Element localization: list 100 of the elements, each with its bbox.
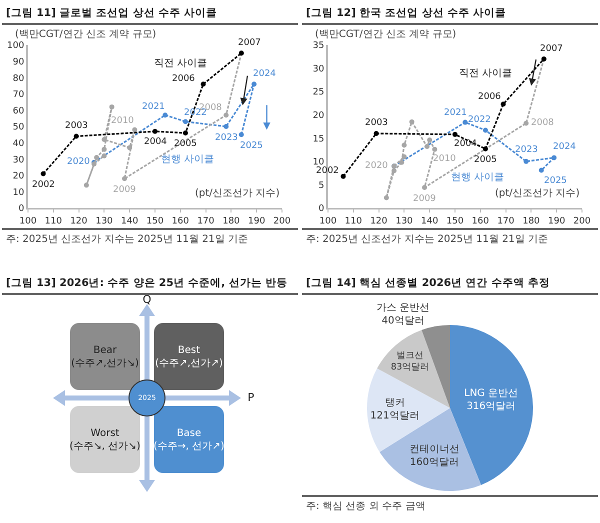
x-tick-label: 190 bbox=[248, 216, 266, 226]
annotation: 2023 bbox=[215, 133, 238, 143]
point bbox=[409, 119, 414, 124]
text: [그림 13] 2026년: 수주 양은 25년 수준에, 선가는 반등 bbox=[6, 277, 288, 289]
x-tick-label: 140 bbox=[421, 216, 438, 226]
slice-label: 벌크선 bbox=[396, 351, 424, 362]
x-tick-label: 110 bbox=[44, 216, 62, 226]
point bbox=[200, 82, 206, 87]
data-label: 160억달러 bbox=[410, 457, 459, 468]
x-tick-label: 180 bbox=[222, 216, 240, 226]
annotation: 2008 bbox=[531, 118, 554, 128]
y-tick-label: 10 bbox=[12, 188, 24, 198]
pie-slice bbox=[377, 330, 450, 408]
series-label: 직전 사이클 bbox=[459, 68, 512, 79]
y-tick-label: 70 bbox=[12, 90, 24, 100]
point bbox=[432, 146, 438, 152]
category-label: Worst (수주↘, 선가↘) bbox=[70, 428, 141, 452]
x-tick-label: 160 bbox=[472, 216, 490, 226]
point bbox=[500, 102, 506, 107]
point bbox=[402, 154, 407, 160]
y-tick-label: 80 bbox=[12, 74, 24, 84]
y-tick-label: 30 bbox=[12, 155, 24, 166]
annotation: 2003 bbox=[65, 121, 88, 131]
annotation: 2022 bbox=[184, 108, 207, 118]
annotation: 2005 bbox=[174, 139, 197, 149]
point bbox=[74, 134, 79, 139]
x-tick-label: 130 bbox=[396, 216, 414, 226]
point bbox=[427, 138, 432, 143]
data-label: 121억달러 bbox=[370, 410, 420, 422]
point bbox=[384, 195, 389, 200]
slice-label: LNG 운반선 bbox=[464, 388, 518, 400]
quadrant-box: Worst (수주↘, 선가↘) bbox=[70, 406, 140, 473]
text: 주: 2025년 신조선가 지수는 2025년 11월 21일 기준 bbox=[6, 233, 249, 246]
point bbox=[482, 128, 488, 133]
point bbox=[122, 176, 128, 182]
y-tick-label: 90 bbox=[12, 57, 24, 68]
point bbox=[127, 145, 132, 150]
point bbox=[538, 168, 544, 173]
annotation: 2010 bbox=[111, 116, 134, 126]
point bbox=[422, 185, 428, 190]
point bbox=[552, 155, 557, 160]
annotation: 2006 bbox=[478, 92, 502, 102]
point bbox=[182, 119, 188, 124]
data-label: 316억달러 bbox=[466, 401, 516, 412]
series-label: 직전 사이클 bbox=[154, 58, 208, 69]
chart-title: [그림 12] 한국 조선업 상선 수주 사이클 bbox=[302, 2, 598, 25]
y-tick-label: 20 bbox=[12, 172, 24, 182]
text: P bbox=[248, 391, 255, 404]
annotation: 2024 bbox=[253, 69, 276, 79]
annotation: 2020 bbox=[365, 161, 388, 171]
x-axis-title: (pt/신조선가 지수) bbox=[195, 188, 280, 199]
y-tick-label: 15 bbox=[312, 134, 324, 144]
x-tick-label: 170 bbox=[497, 216, 515, 226]
data-label: 83억달러 bbox=[390, 362, 430, 373]
point bbox=[482, 146, 488, 152]
y-tick-label: 100 bbox=[7, 41, 24, 52]
point bbox=[84, 182, 89, 188]
annotation: 2021 bbox=[142, 102, 165, 112]
x-tick-label: 130 bbox=[96, 216, 114, 226]
x-axis-title: (pt/신조선가 지수) bbox=[495, 188, 580, 199]
point bbox=[392, 168, 397, 174]
text: 현행 사이클 bbox=[161, 154, 214, 165]
annotation: 2010 bbox=[433, 154, 456, 164]
point bbox=[40, 171, 46, 176]
x-tick-label: 200 bbox=[573, 216, 591, 226]
text: 주: 2025년 신조선가 지수는 2025년 11월 21일 기준 bbox=[306, 233, 549, 246]
slice-label: 탱커 bbox=[384, 398, 405, 409]
annotation: 2025 bbox=[544, 176, 567, 186]
point bbox=[238, 132, 244, 138]
x-tick-label: 120 bbox=[370, 216, 388, 226]
annotation: 2020 bbox=[67, 157, 90, 167]
data-label: 40억달러 bbox=[382, 316, 424, 327]
x-tick-label: 120 bbox=[70, 216, 88, 226]
text: 주: 핵심 선종 외 수주 금액 bbox=[306, 500, 426, 513]
y-tick-label: 60 bbox=[12, 106, 24, 116]
x-tick-label: 150 bbox=[146, 216, 164, 226]
point bbox=[402, 142, 407, 148]
point bbox=[182, 130, 188, 136]
annotation: 2007 bbox=[238, 38, 261, 48]
x-tick-label: 150 bbox=[446, 216, 464, 226]
y-tick-label: 50 bbox=[12, 122, 24, 133]
point bbox=[102, 153, 107, 158]
annotation: 2006 bbox=[172, 74, 196, 84]
point bbox=[524, 158, 529, 164]
annotation: 2003 bbox=[365, 118, 388, 128]
y-tick-label: 40 bbox=[12, 138, 24, 149]
point bbox=[224, 112, 229, 118]
y-tick-label: 35 bbox=[312, 41, 324, 52]
annotation: 2005 bbox=[474, 155, 497, 165]
point bbox=[424, 144, 430, 150]
x-tick-label: 100 bbox=[19, 216, 37, 226]
point bbox=[452, 132, 458, 137]
x-tick-label: 200 bbox=[273, 216, 291, 226]
point bbox=[524, 120, 529, 126]
point bbox=[340, 174, 346, 179]
annotation: 2023 bbox=[515, 145, 538, 155]
annotation: 2022 bbox=[468, 115, 491, 125]
point bbox=[374, 130, 379, 136]
y-axis-title: (백만CGT/연간 신조 계약 규모) bbox=[315, 29, 456, 40]
point bbox=[94, 154, 100, 160]
